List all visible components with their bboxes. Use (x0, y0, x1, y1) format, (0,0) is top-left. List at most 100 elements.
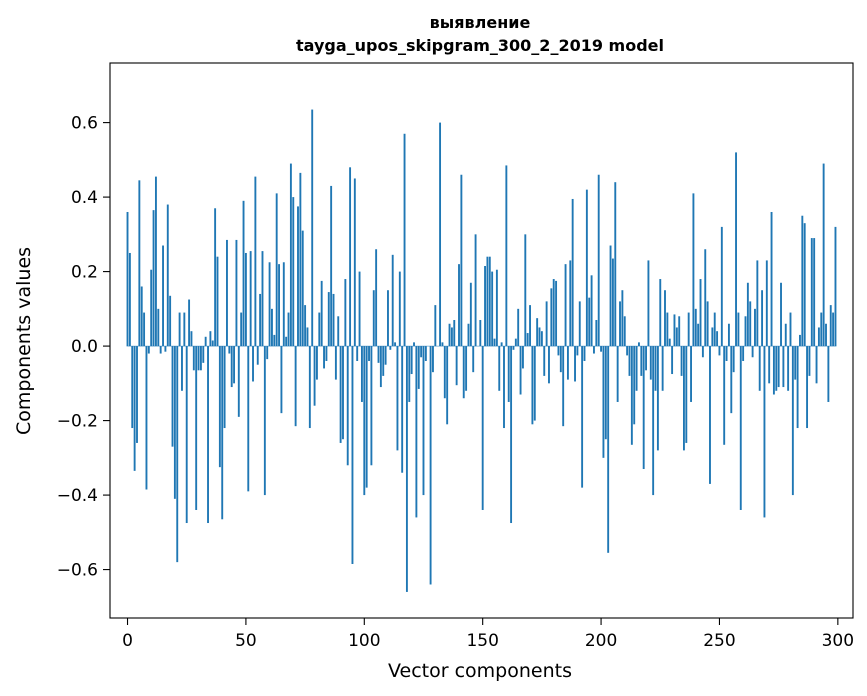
bar-224 (656, 346, 659, 451)
bar-232 (675, 327, 678, 347)
bar-169 (526, 333, 529, 347)
bar-36 (211, 340, 214, 347)
y-tick-label: 0.6 (71, 114, 98, 134)
bar-269 (763, 346, 766, 518)
bar-212 (628, 346, 631, 376)
bar-13 (157, 308, 160, 347)
bar-37 (214, 208, 217, 347)
bar-207 (616, 346, 619, 402)
bar-250 (718, 346, 721, 356)
x-tick-label: 0 (122, 631, 133, 651)
bar-245 (706, 301, 709, 347)
bar-64 (278, 264, 280, 347)
x-tick-label: 100 (348, 631, 380, 651)
bar-4 (136, 346, 138, 443)
bar-63 (275, 193, 278, 347)
bar-19 (171, 346, 174, 447)
y-tick-label: −0.2 (57, 412, 98, 432)
bar-244 (704, 249, 707, 347)
bar-282 (794, 346, 797, 380)
bar-201 (602, 346, 605, 458)
bar-197 (593, 346, 595, 354)
bar-258 (737, 312, 740, 347)
bar-45 (233, 346, 236, 384)
bar-121 (413, 342, 415, 347)
bar-99 (360, 346, 363, 402)
bar-205 (611, 258, 614, 347)
bar-27 (190, 331, 193, 347)
bar-65 (280, 346, 283, 414)
bar-43 (228, 346, 231, 354)
bar-6 (140, 286, 143, 347)
bar-67 (285, 336, 288, 347)
bar-133 (441, 342, 444, 347)
bar-89 (337, 316, 340, 347)
bar-179 (550, 288, 553, 347)
bar-80 (315, 346, 318, 380)
bar-257 (735, 152, 737, 347)
bar-71 (294, 346, 297, 427)
bar-48 (240, 312, 243, 347)
bar-53 (252, 346, 254, 382)
bar-220 (647, 260, 650, 347)
x-tick-label: 150 (466, 631, 498, 651)
bar-49 (242, 200, 245, 347)
bar-22 (178, 312, 181, 347)
bar-247 (711, 327, 714, 347)
bar-221 (649, 346, 652, 380)
bar-218 (642, 346, 645, 470)
bar-125 (422, 346, 425, 496)
bar-194 (585, 189, 588, 347)
bar-23 (181, 346, 183, 391)
bar-265 (754, 308, 756, 347)
bar-266 (756, 260, 759, 347)
bar-225 (659, 279, 662, 347)
bar-264 (751, 346, 754, 358)
bar-227 (664, 290, 666, 347)
bar-217 (640, 346, 643, 376)
bar-15 (162, 245, 164, 347)
bar-186 (566, 346, 569, 380)
bar-209 (621, 290, 624, 347)
bar-44 (230, 346, 233, 388)
bar-56 (259, 293, 262, 347)
bar-155 (493, 338, 496, 347)
bar-160 (505, 165, 508, 347)
bar-157 (498, 346, 501, 391)
bar-173 (536, 318, 539, 347)
bar-24 (183, 312, 186, 347)
bar-184 (562, 346, 565, 427)
bar-289 (810, 238, 813, 347)
bar-263 (749, 301, 752, 347)
x-tick-label: 200 (585, 631, 617, 651)
bar-140 (458, 264, 460, 347)
bar-290 (813, 238, 816, 347)
bar-62 (273, 334, 276, 347)
bar-180 (552, 279, 555, 347)
bar-262 (746, 282, 749, 347)
bar-109 (384, 346, 387, 365)
bar-158 (500, 342, 503, 347)
bar-21 (176, 346, 179, 563)
bar-234 (680, 346, 683, 376)
bar-47 (237, 346, 240, 417)
bar-79 (313, 346, 316, 406)
bar-41 (223, 346, 226, 429)
bar-58 (263, 346, 266, 496)
bar-144 (467, 323, 470, 347)
bar-242 (699, 279, 702, 347)
bar-3 (133, 346, 136, 471)
bar-14 (159, 346, 162, 354)
bar-280 (789, 312, 792, 347)
x-axis-label: Vector components (388, 660, 572, 682)
bar-88 (334, 346, 337, 380)
bar-124 (420, 346, 423, 358)
bar-66 (282, 262, 285, 347)
bar-276 (780, 282, 782, 347)
bar-20 (173, 346, 176, 499)
bar-297 (829, 305, 832, 347)
bar-193 (583, 346, 586, 361)
bar-181 (555, 280, 558, 347)
bar-115 (398, 271, 401, 347)
bar-176 (543, 346, 546, 376)
